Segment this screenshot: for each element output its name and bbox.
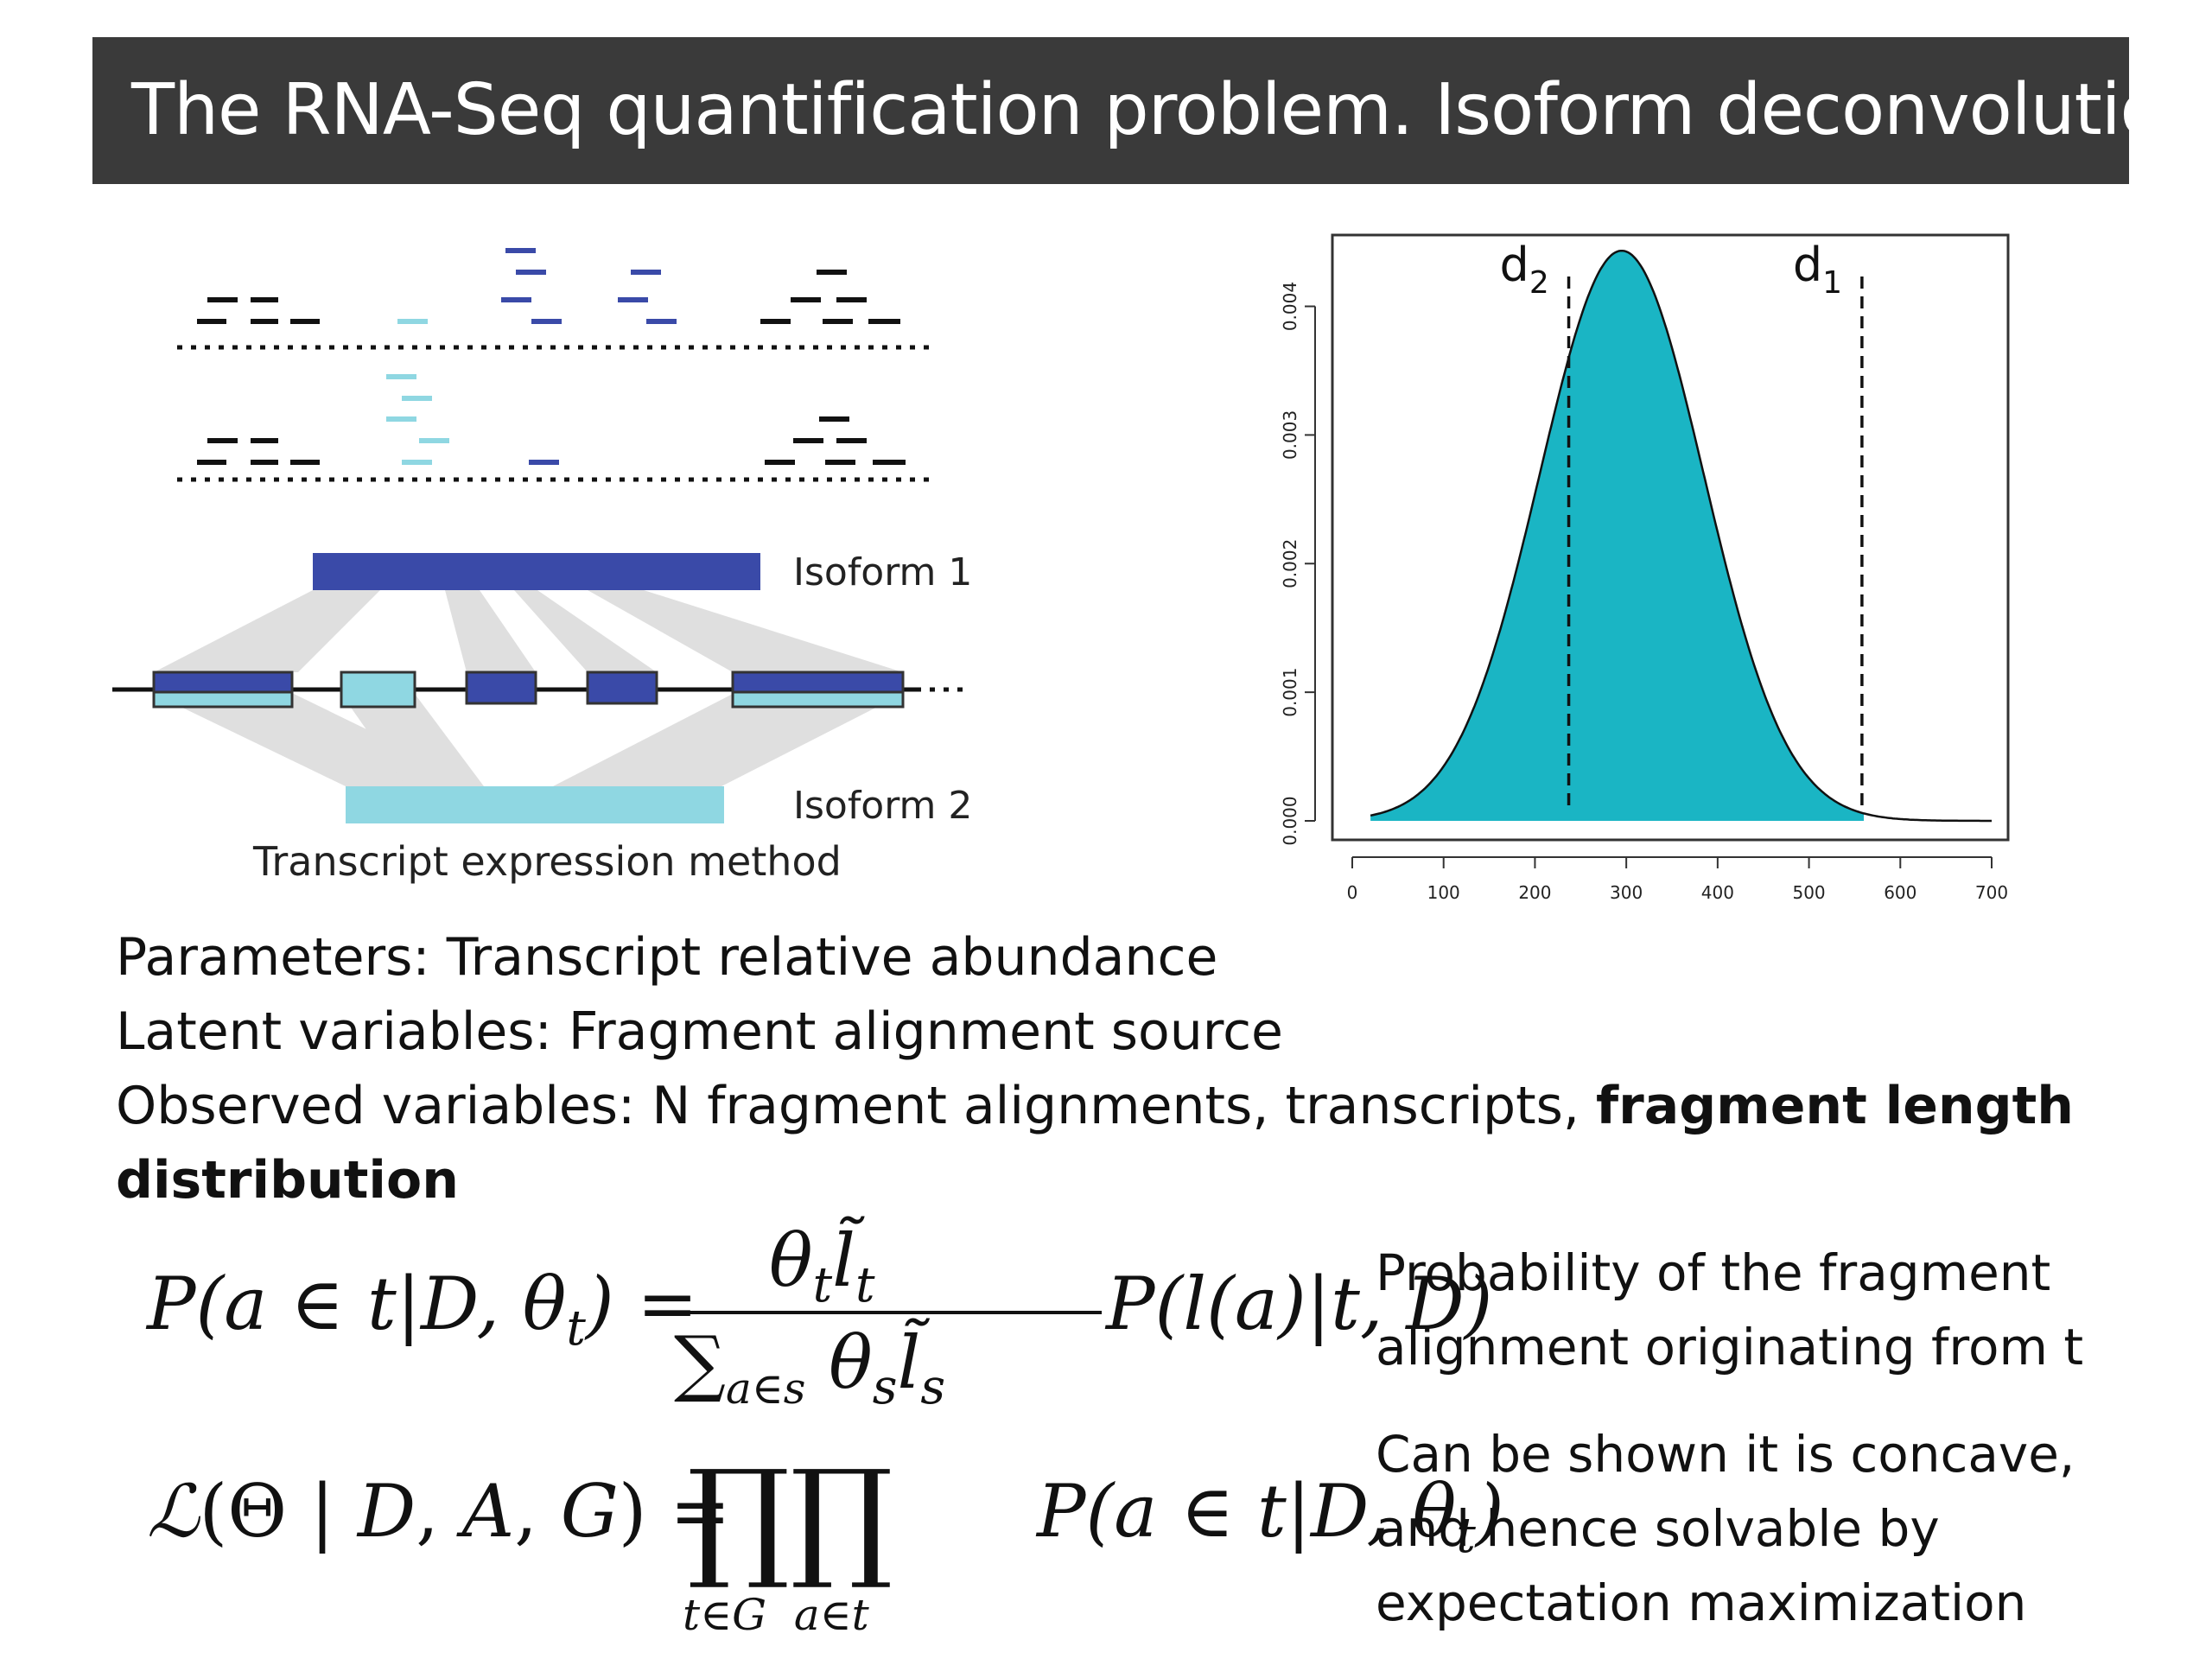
x-tick-label: 0 xyxy=(1347,882,1358,903)
marker-subscript: 1 xyxy=(1822,265,1842,301)
exon-5-top xyxy=(731,671,905,694)
exon-5-bottom xyxy=(731,690,905,709)
y-tick-label: 0.002 xyxy=(1280,539,1300,588)
observed-prefix: Observed variables: N fragment alignment… xyxy=(116,1076,1597,1136)
title-bar: The RNA-Seq quantification problem. Isof… xyxy=(92,37,2208,184)
latent-line: Latent variables: Fragment alignment sou… xyxy=(116,1001,1283,1062)
isoform-2-label: Isoform 2 xyxy=(793,784,972,828)
x-tick-label: 500 xyxy=(1792,882,1825,903)
isoform-schematic: Isoform 1 Isoform 2 Transcript expressio… xyxy=(112,248,972,885)
exons xyxy=(152,671,905,709)
x-tick-label: 100 xyxy=(1427,882,1460,903)
x-tick-label: 200 xyxy=(1518,882,1551,903)
reads-track-1 xyxy=(197,248,900,324)
exon-2 xyxy=(340,671,416,709)
plot-frame xyxy=(1331,233,2010,842)
concave-note-line-1: Can be shown it is concave, xyxy=(1376,1425,2075,1484)
mapping-bands xyxy=(154,590,903,786)
exon-3 xyxy=(465,671,537,705)
probability-note-line-1: Probability of the fragment xyxy=(1376,1243,2051,1302)
schematic-caption: Transcript expression method xyxy=(252,838,842,885)
concave-note-line-2: and hence solvable by xyxy=(1376,1499,1940,1558)
density-curve xyxy=(1370,249,1992,823)
y-tick-label: 0.001 xyxy=(1280,668,1300,717)
isoform-1-bar xyxy=(313,553,760,590)
y-tick-label: 0.003 xyxy=(1280,410,1300,460)
x-tick-label: 700 xyxy=(1975,882,2008,903)
y-tick-label: 0.004 xyxy=(1280,282,1300,331)
concave-note-line-3: expectation maximization xyxy=(1376,1573,2027,1632)
observed-line: Observed variables: N fragment alignment… xyxy=(116,1075,2074,1137)
observed-bold-continuation: distribution xyxy=(116,1150,459,1211)
exon-1-bottom xyxy=(152,690,294,709)
marker-label-d1: d1 xyxy=(1793,238,1842,301)
x-tick-label: 600 xyxy=(1884,882,1916,903)
exon-1-top xyxy=(152,671,294,694)
exon-4 xyxy=(586,671,658,705)
x-tick-label: 400 xyxy=(1701,882,1734,903)
isoform-2-bar xyxy=(346,786,724,823)
slide-title: The RNA-Seq quantification problem. Isof… xyxy=(131,69,2208,151)
probability-equation: P(a ∈ t|D, θt) = θtl̃t ∑a∈s θsl̃s P(l(a)… xyxy=(147,1218,1493,1415)
y-tick-label: 0.000 xyxy=(1280,796,1300,845)
fragment-length-chart: 0 100 200 300 400 500 600 700 0.000 0.001 0.002 0.… xyxy=(1280,233,2010,903)
parameters-line: Parameters: Transcript relative abundanc… xyxy=(116,927,1218,988)
likelihood-equation: ℒ(Θ | D, A, G) = ∏∏ t∈G a∈t P(a ∈ t|D, θ… xyxy=(147,1443,1504,1640)
marker-subscript: 2 xyxy=(1529,265,1549,301)
observed-bold: fragment length xyxy=(1596,1076,2074,1136)
probability-note-line-2: alignment originating from t xyxy=(1376,1318,2084,1376)
x-tick-label: 300 xyxy=(1610,882,1643,903)
marker-label-d2: d2 xyxy=(1500,238,1549,301)
reads-track-2 xyxy=(197,374,906,465)
isoform-1-label: Isoform 1 xyxy=(793,550,972,594)
density-fill xyxy=(1370,251,1864,821)
